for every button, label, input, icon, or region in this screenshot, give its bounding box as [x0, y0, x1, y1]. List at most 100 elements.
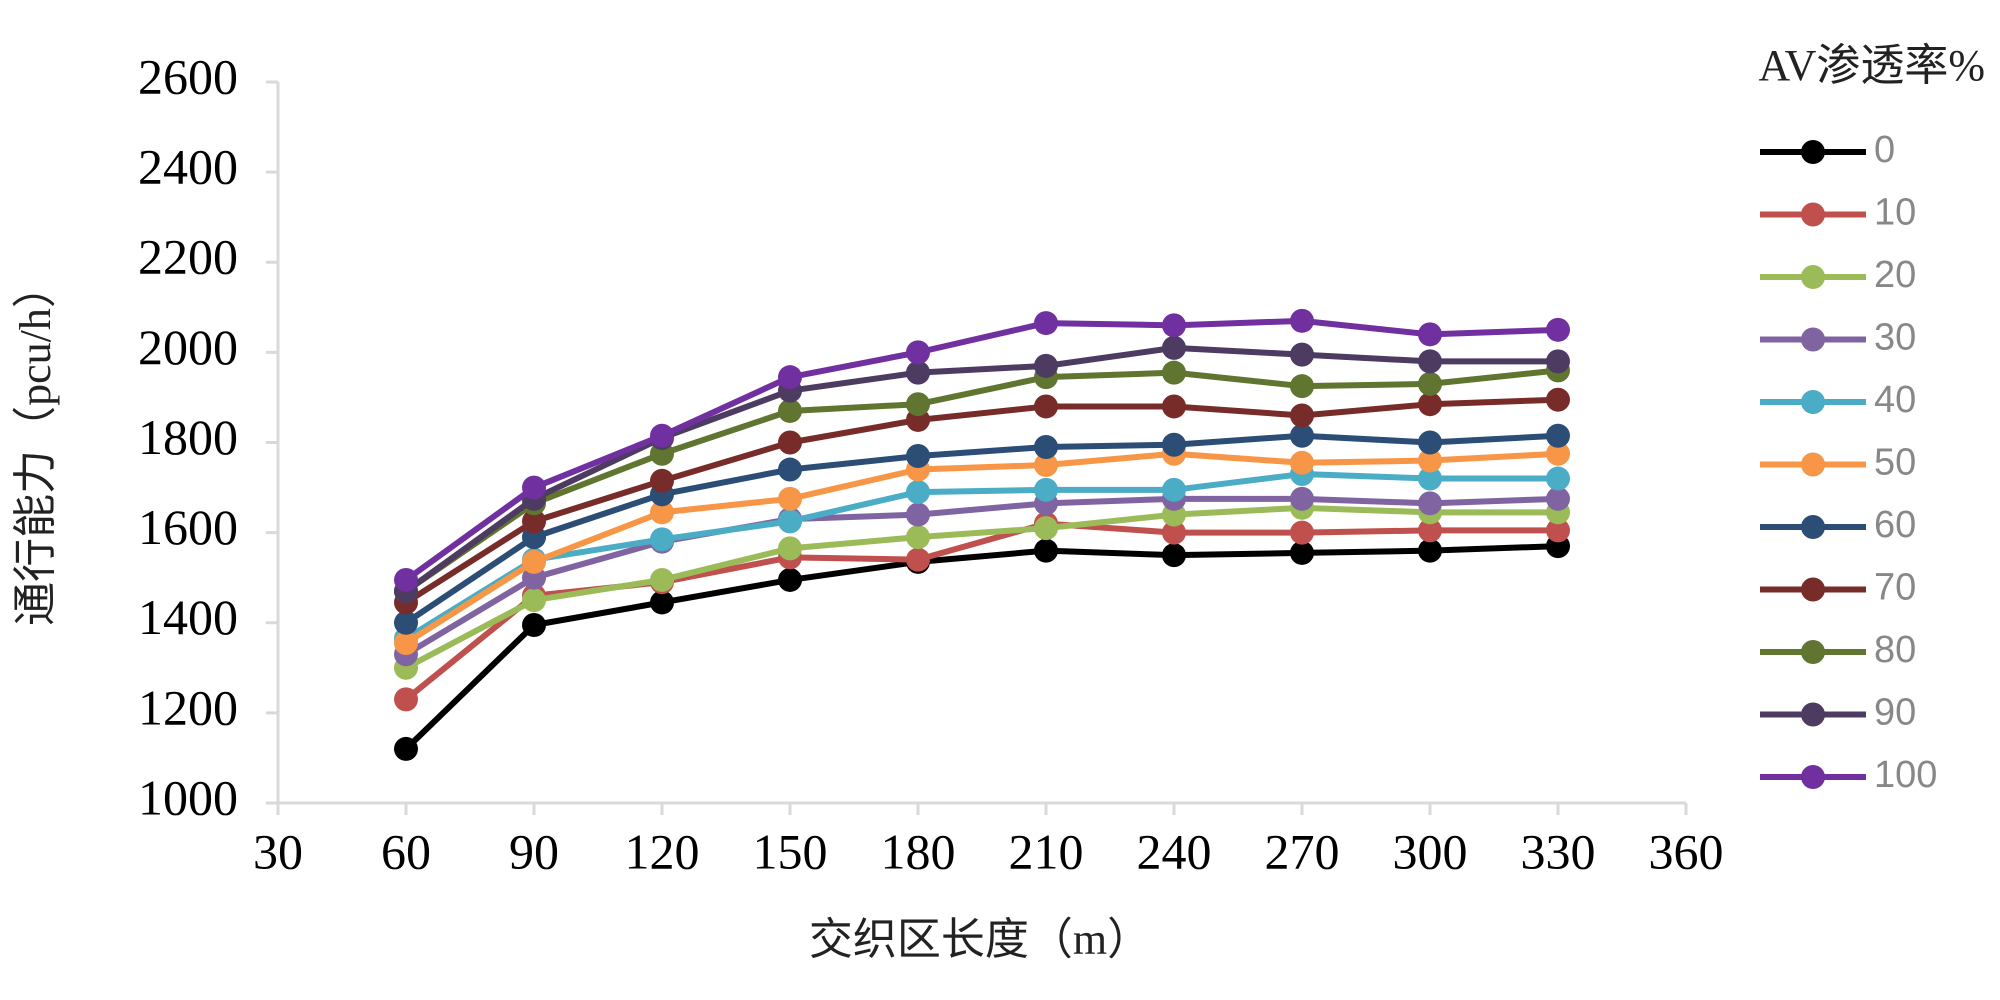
marker: [1290, 308, 1314, 333]
legend-marker: [1801, 515, 1825, 539]
marker: [1162, 360, 1186, 385]
series-line: [404, 396, 1559, 606]
x-tick-label: 270: [1265, 823, 1340, 879]
legend-label: 30: [1874, 317, 1916, 359]
marker: [1034, 435, 1058, 460]
series-line: [404, 344, 1558, 594]
marker: [1034, 311, 1058, 336]
marker: [1034, 477, 1058, 502]
marker: [778, 509, 802, 534]
marker: [778, 567, 802, 592]
marker: [1162, 313, 1186, 338]
y-tick-label: 1200: [138, 679, 238, 735]
marker: [522, 475, 546, 500]
marker: [1290, 403, 1314, 428]
legend-label: 20: [1874, 254, 1916, 296]
x-tick-label: 180: [881, 823, 956, 879]
x-tick-label: 360: [1649, 823, 1724, 879]
marker: [1418, 371, 1442, 396]
marker: [906, 547, 930, 572]
marker: [522, 588, 546, 613]
series-line: [404, 432, 1559, 626]
marker: [906, 502, 930, 527]
series-line: [404, 317, 1559, 583]
legend-marker: [1801, 765, 1825, 789]
marker: [906, 444, 930, 469]
marker: [906, 340, 930, 365]
y-tick-label: 2600: [138, 48, 238, 104]
legend-label: 80: [1874, 629, 1916, 671]
legend-marker: [1801, 702, 1825, 727]
marker: [1546, 486, 1570, 511]
x-axis-label: 交织区长度（m）: [809, 915, 1151, 964]
marker: [1546, 518, 1570, 543]
legend-marker: [1801, 577, 1825, 602]
marker: [650, 500, 674, 525]
marker: [1034, 538, 1058, 563]
marker: [1418, 448, 1442, 473]
y-tick-label: 2400: [138, 139, 238, 195]
series-line: [403, 543, 1559, 752]
marker: [1418, 430, 1442, 455]
marker: [1418, 349, 1442, 374]
marker: [394, 687, 418, 712]
y-tick-label: 2200: [138, 229, 238, 285]
marker: [1546, 441, 1570, 466]
marker: [1546, 317, 1570, 342]
series-line: [404, 367, 1559, 594]
y-tick-label: 1400: [138, 589, 238, 645]
marker: [1546, 423, 1570, 448]
marker: [1290, 486, 1314, 511]
marker: [650, 590, 674, 615]
marker: [778, 486, 802, 511]
marker: [1546, 349, 1570, 374]
marker: [394, 631, 418, 656]
legend-label: 40: [1874, 379, 1916, 421]
marker: [1418, 466, 1442, 491]
marker: [906, 525, 930, 550]
marker: [1034, 453, 1058, 478]
marker: [1034, 394, 1058, 419]
x-tick-label: 60: [381, 823, 431, 879]
marker: [650, 423, 674, 448]
marker: [1418, 518, 1442, 543]
legend-label: 100: [1874, 754, 1937, 796]
marker: [1418, 538, 1442, 563]
legend-marker: [1801, 202, 1825, 227]
marker: [906, 480, 930, 505]
marker: [522, 509, 546, 534]
marker: [522, 549, 546, 574]
marker: [522, 613, 546, 638]
legend-label: 0: [1874, 129, 1895, 171]
marker: [1546, 387, 1570, 412]
legend-marker: [1801, 452, 1825, 477]
marker: [1162, 432, 1186, 457]
marker: [778, 365, 802, 390]
y-tick-label: 1800: [138, 409, 238, 465]
y-tick-label: 2000: [138, 319, 238, 375]
legend-marker: [1801, 640, 1825, 664]
marker: [1162, 335, 1186, 360]
series-line: [404, 495, 1559, 657]
legend-label: 70: [1874, 567, 1916, 609]
marker: [1290, 342, 1314, 367]
series-line: [404, 471, 1558, 642]
legend-marker: [1801, 265, 1825, 289]
marker: [394, 610, 418, 635]
legend-label: 60: [1874, 504, 1916, 546]
marker: [778, 536, 802, 561]
marker: [1290, 540, 1314, 565]
marker: [1162, 394, 1186, 419]
x-tick-label: 300: [1393, 823, 1468, 879]
marker: [1290, 374, 1314, 399]
legend-marker: [1801, 327, 1825, 352]
legend-marker: [1801, 140, 1825, 164]
marker: [394, 736, 418, 761]
marker: [778, 457, 802, 482]
marker: [1418, 322, 1442, 347]
marker: [1418, 392, 1442, 417]
legend-label: 50: [1874, 442, 1916, 484]
x-tick-label: 150: [753, 823, 828, 879]
marker: [1546, 466, 1570, 491]
